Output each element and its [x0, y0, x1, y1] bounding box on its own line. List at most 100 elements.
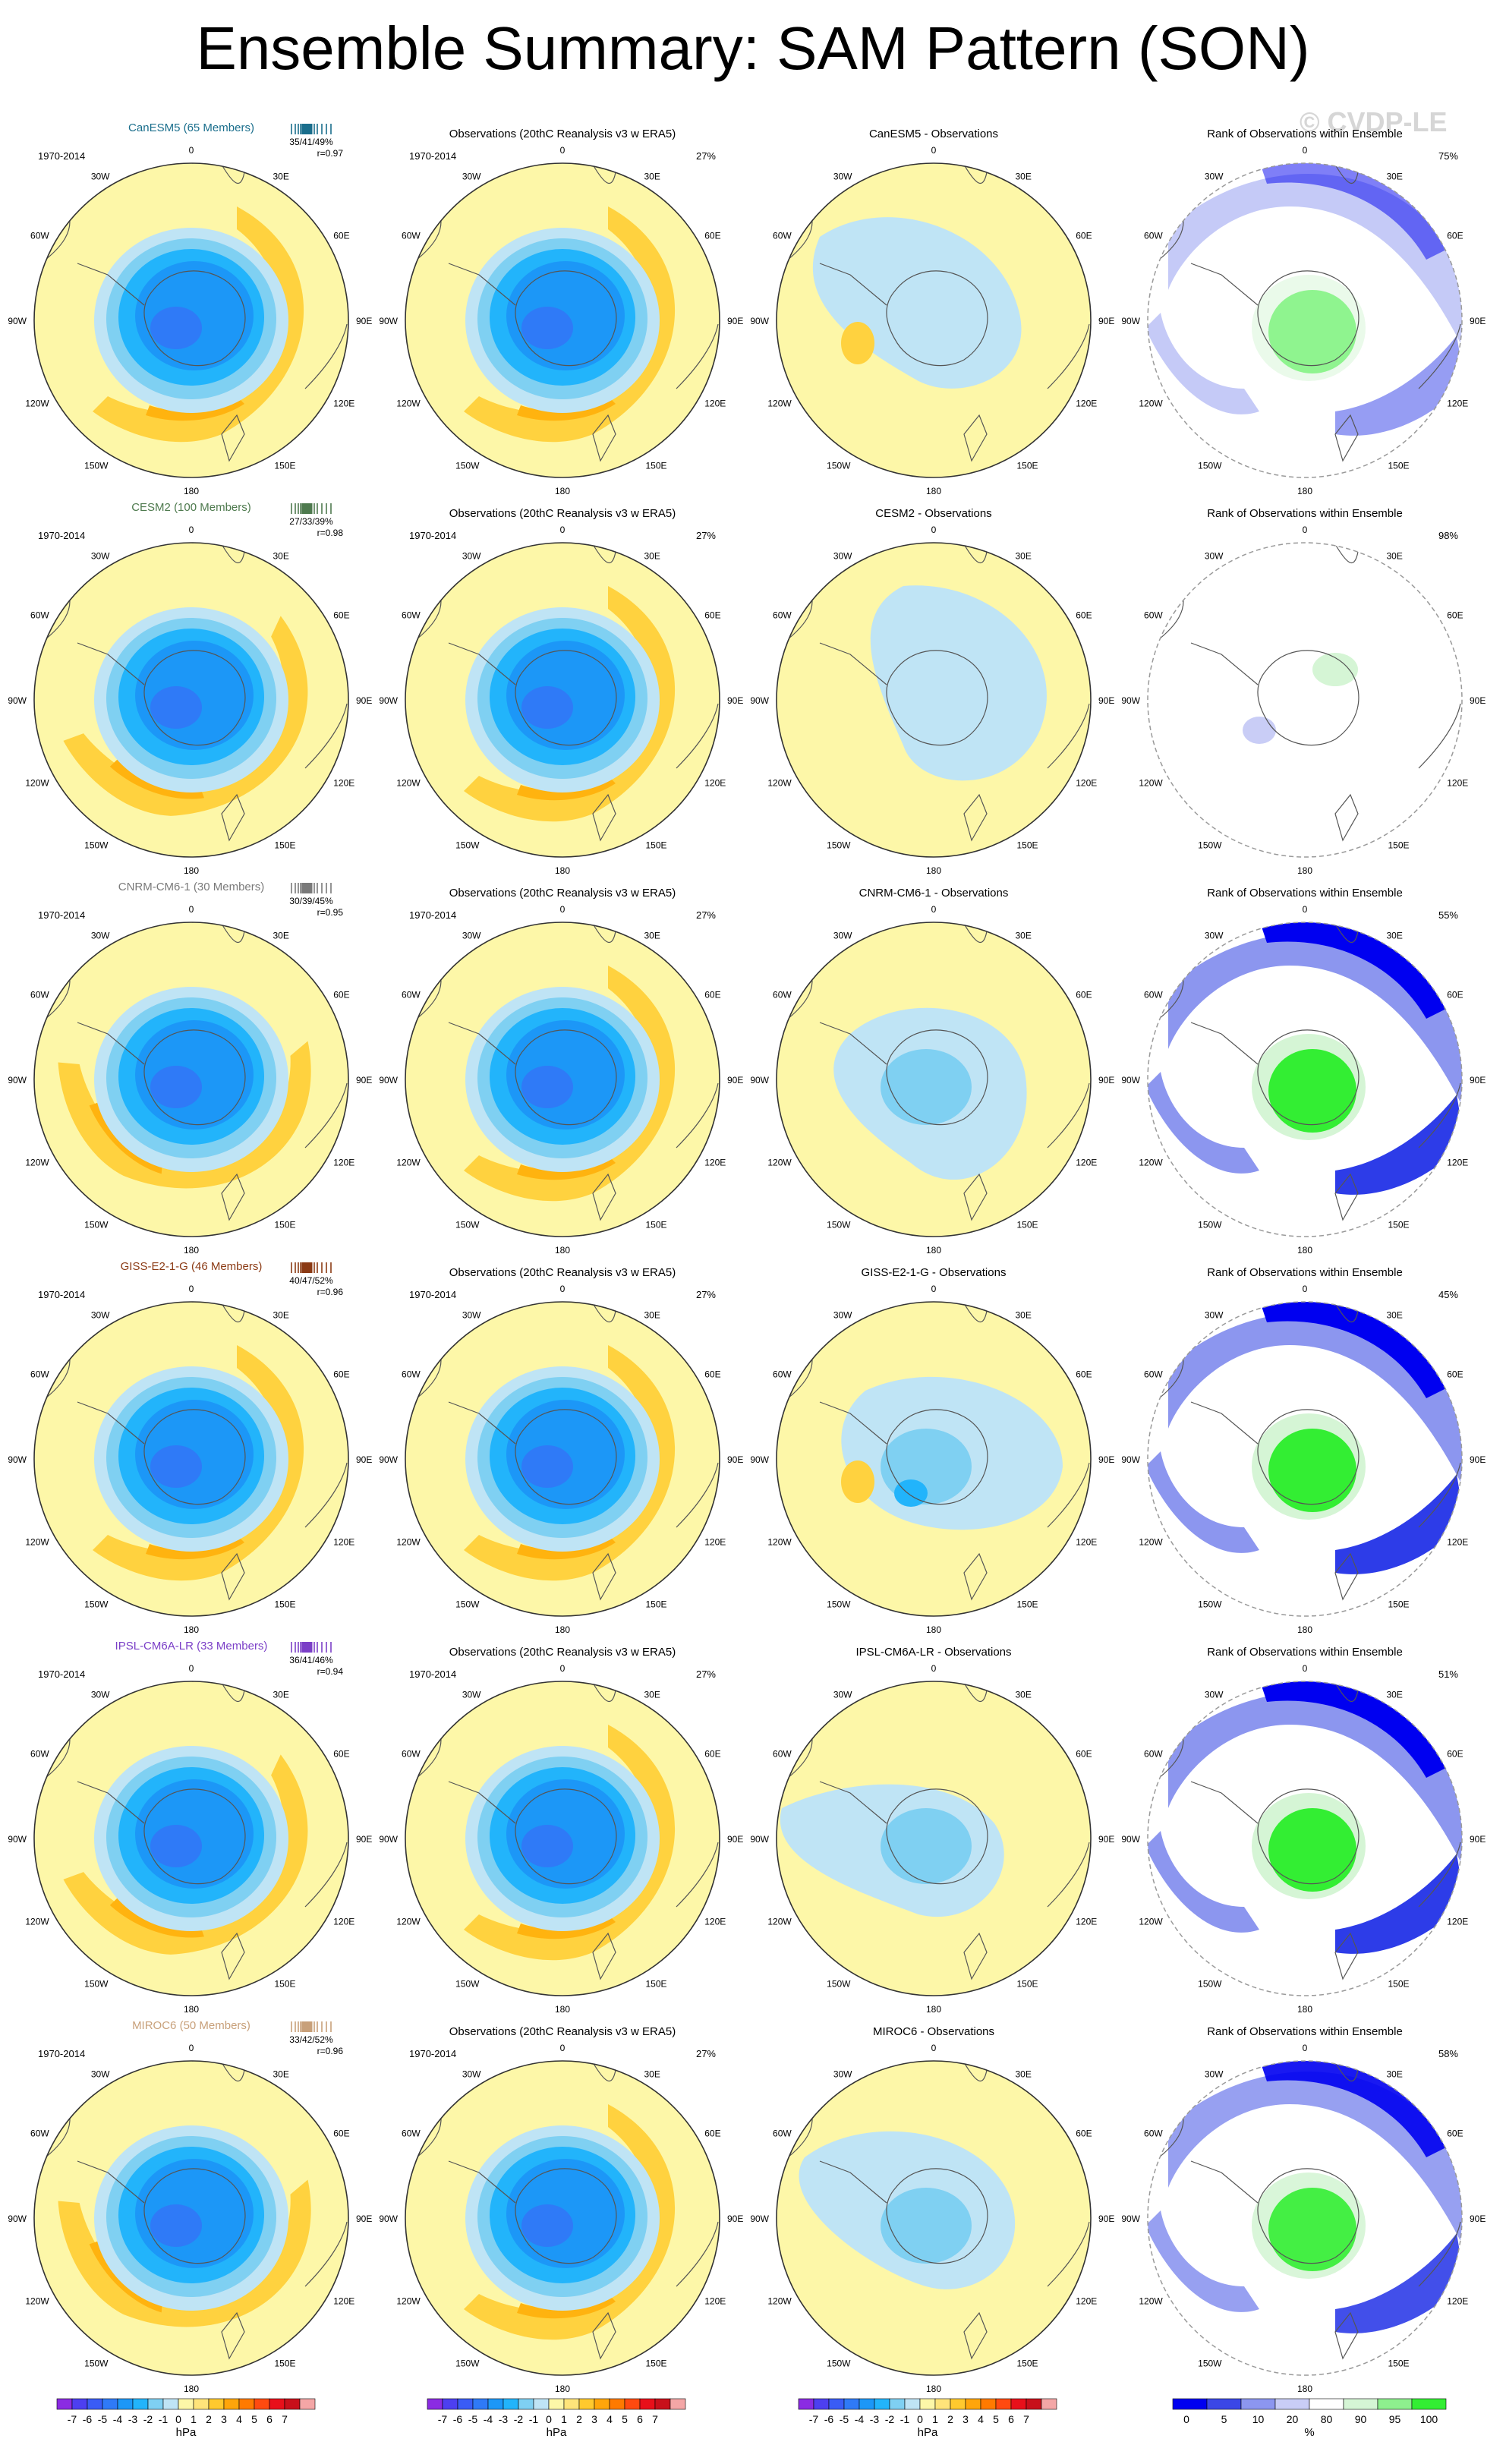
antarctica-coastline: [886, 270, 988, 367]
colorbar-swatch: [533, 2398, 550, 2410]
longitude-label: 120E: [704, 778, 726, 789]
longitude-label: 60W: [402, 990, 421, 1000]
longitude-label: 90W: [379, 1834, 398, 1845]
australia-coastline: [304, 1462, 348, 1528]
colorbar-hpa: -7 -6 -5 -4 -3 -2 -1 0 1 2 3 4 5 6 7 hPa: [798, 2398, 1057, 2439]
period-label: 1970-2014: [409, 1289, 456, 1300]
longitude-label: 150W: [1198, 1599, 1222, 1609]
longitude-label: 150W: [455, 1599, 480, 1609]
colorbar-unit: %: [1304, 2426, 1314, 2439]
variance-explained: 27%: [696, 1289, 716, 1300]
colorbar-swatch: [102, 2398, 118, 2410]
model-pattern-panel: CanESM5 (65 Members) 1970-2014 35/41/49%r=…: [8, 121, 372, 496]
longitude-label: 150E: [1017, 1219, 1038, 1230]
longitude-label: 0: [560, 1284, 566, 1294]
longitude-label: 60E: [333, 231, 349, 241]
australia-coastline: [1047, 2221, 1090, 2287]
longitude-label: 150W: [1198, 2358, 1222, 2368]
model-pattern-panel: CESM2 (100 Members) 1970-2014 27/33/39%r=0…: [8, 501, 372, 876]
map-frame: [33, 162, 349, 478]
longitude-label: 90W: [379, 316, 398, 326]
colorbar-swatch: [919, 2398, 936, 2410]
colorbar-tick: 1: [561, 2413, 567, 2425]
longitude-label: 120W: [396, 1537, 421, 1548]
positive-anomaly-core: [517, 1155, 616, 1180]
map-frame: [33, 922, 349, 1237]
difference-title: IPSL-CM6A-LR - Observations: [855, 1646, 1011, 1659]
difference-title: CESM2 - Observations: [875, 507, 991, 520]
period-label: 1970-2014: [38, 909, 85, 921]
difference-panel: CanESM5 - Observations 0 30E 60E 90E 120E 150E…: [750, 128, 1114, 496]
longitude-label: 150W: [827, 460, 851, 471]
longitude-label: 150E: [1388, 460, 1410, 471]
colorbar-hpa: -7 -6 -5 -4 -3 -2 -1 0 1 2 3 4 5 6 7 hPa: [56, 2398, 316, 2439]
longitude-label: 180: [184, 2384, 199, 2394]
antarctica-coastline: [515, 650, 617, 746]
longitude-label: 90W: [1121, 1075, 1140, 1085]
longitude-label: 120W: [396, 1917, 421, 1927]
rank-field: [1148, 1681, 1462, 1996]
longitude-label: 0: [560, 1663, 566, 1674]
longitude-label: 150W: [455, 460, 480, 471]
longitude-label: 0: [189, 145, 194, 156]
negative-anomaly-edge: [298, 1681, 348, 1725]
longitude-label: 0: [1303, 525, 1308, 535]
longitude-label: 120W: [25, 1158, 49, 1168]
australia-coastline: [676, 323, 719, 389]
colorbar-swatch: [654, 2398, 671, 2410]
pattern-contours: [405, 922, 720, 1237]
longitude-label: 60E: [1076, 231, 1092, 241]
difference-title: MIROC6 - Observations: [873, 2025, 994, 2038]
longitude-label: 60E: [1076, 2128, 1092, 2139]
pattern-correlation: r=0.96: [317, 2046, 344, 2056]
longitude-label: 60E: [1447, 231, 1463, 241]
longitude-label: 120E: [1076, 1537, 1097, 1548]
longitude-label: 30E: [644, 1690, 660, 1700]
period-label: 1970-2014: [38, 1289, 85, 1300]
rank-very-low-area: [1335, 1095, 1462, 1195]
watermark: © CVDP-LE: [1300, 106, 1448, 137]
model-pattern-panel: IPSL-CM6A-LR (33 Members) 1970-2014 36/41/…: [8, 1640, 372, 2015]
map-frame: [1147, 1681, 1463, 1996]
colorbar-swatch: [1026, 2398, 1042, 2410]
longitude-label: 30W: [91, 1690, 110, 1700]
colorbar-tick: -3: [128, 2413, 138, 2425]
page-title: Ensemble Summary: SAM Pattern (SON): [196, 14, 1310, 82]
longitude-label: 30E: [644, 931, 660, 941]
africa-coastline: [221, 1303, 245, 1322]
colorbar-swatch: [980, 2398, 997, 2410]
positive-difference-area: [841, 1460, 874, 1503]
map-frame: [405, 1301, 720, 1617]
negative-anomaly-core: [521, 1066, 573, 1108]
colorbar-tick: -2: [885, 2413, 895, 2425]
africa-coastline: [592, 544, 616, 563]
negative-anomaly-core: [521, 2204, 573, 2247]
observations-title: Observations (20thC Reanalysis v3 w ERA5…: [449, 887, 676, 900]
australia-coastline: [1047, 323, 1090, 389]
longitude-label: 60W: [773, 2128, 792, 2139]
negative-difference-core: [881, 2188, 972, 2264]
rank-title: Rank of Observations within Ensemble: [1207, 2025, 1403, 2038]
antarctic-peninsula: [77, 1401, 145, 1445]
new-zealand-coastline: [963, 2311, 988, 2360]
longitude-label: 60W: [30, 1749, 49, 1760]
colorbar-unit: hPa: [547, 2426, 567, 2439]
longitude-label: 120E: [1447, 399, 1468, 409]
colorbar-tick: -2: [143, 2413, 153, 2425]
longitude-label: 120W: [396, 778, 421, 789]
rank-percent: 45%: [1438, 1289, 1458, 1300]
longitude-label: 120E: [333, 778, 354, 789]
antarctica-coastline: [143, 270, 246, 367]
period-label: 1970-2014: [409, 530, 456, 541]
longitude-label: 120W: [25, 399, 49, 409]
period-label: 1970-2014: [38, 1668, 85, 1680]
longitude-label: 30E: [273, 2069, 289, 2080]
colorbar-swatch: [472, 2398, 489, 2410]
antarctica-coastline: [886, 1029, 988, 1126]
new-zealand-coastline: [221, 2311, 245, 2360]
colorbar-tick: 100: [1420, 2413, 1438, 2425]
new-zealand-coastline: [1334, 2311, 1359, 2360]
model-pattern-panel: MIROC6 (50 Members) 1970-2014 33/42/52%r=0…: [8, 2019, 372, 2394]
longitude-label: 180: [555, 865, 570, 876]
